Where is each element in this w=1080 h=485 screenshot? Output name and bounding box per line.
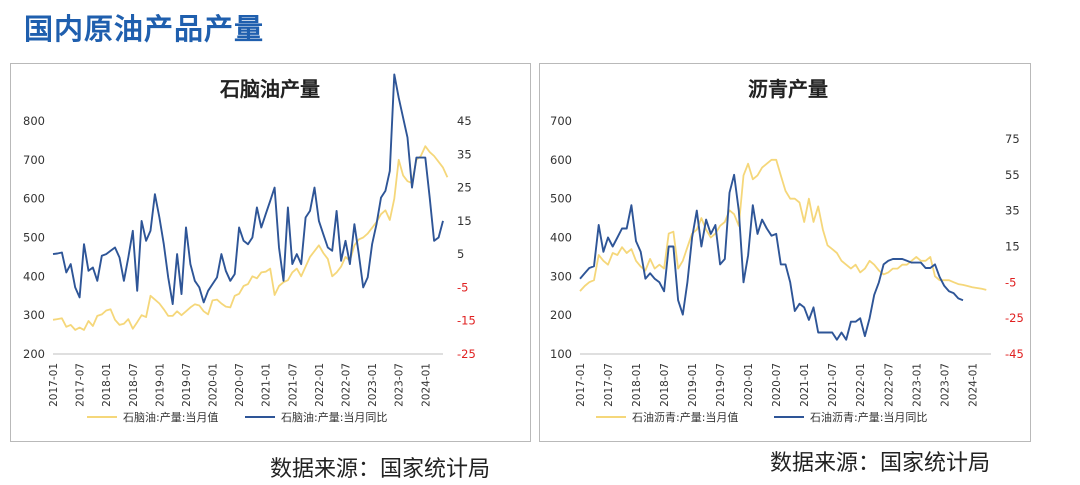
y-right-tick-label: -5: [1005, 275, 1016, 289]
series-line-yoy: [52, 73, 444, 306]
x-tick-label: 2020-01: [208, 363, 220, 407]
x-tick-label: 2018-07: [659, 363, 671, 407]
x-tick-label: 2018-07: [128, 363, 140, 407]
x-tick-label: 2021-01: [799, 363, 811, 407]
x-tick-label: 2018-01: [631, 363, 643, 407]
y-right-tick-label: 35: [1005, 204, 1020, 218]
page-title: 国内原油产品产量: [24, 12, 265, 46]
x-tick-label: 2021-01: [261, 363, 273, 407]
legend-label: 石油沥青:产量:当月值: [632, 410, 738, 424]
chart-panel-naphtha: 石脑油产量 200 300 400 500 600 700 800 -25 -15 -5 5 15 25 3…: [10, 63, 531, 442]
x-tick-label: 2019-01: [154, 363, 166, 407]
series-line-yoy: [579, 173, 964, 341]
y-right-tick-label: -45: [1005, 347, 1024, 361]
x-tick-label: 2023-07: [939, 363, 951, 407]
y-right-tick-label: 45: [457, 114, 472, 128]
y-left-tick-label: 700: [23, 153, 45, 167]
x-tick-label: 2017-01: [48, 363, 60, 407]
x-tick-label: 2022-01: [314, 363, 326, 407]
naphtha-chart: 石脑油产量 200 300 400 500 600 700 800 -25 -15 -5 5 15 25 3…: [23, 73, 476, 424]
x-tick-label: 2017-07: [603, 363, 615, 407]
x-tick-label: 2020-01: [743, 363, 755, 407]
y-right-tick-label: 25: [457, 181, 472, 195]
x-tick-label: 2017-07: [75, 363, 87, 407]
chart-title: 石脑油产量: [219, 77, 320, 101]
x-tick-label: 2021-07: [287, 363, 299, 407]
x-tick-label: 2019-07: [715, 363, 727, 407]
y-right-tick-label: 15: [1005, 239, 1020, 253]
chart-title: 沥青产量: [748, 77, 828, 101]
x-tick-label: 2023-07: [394, 363, 406, 407]
y-right-tick-label: 55: [1005, 168, 1020, 182]
legend-label: 石脑油:产量:当月同比: [281, 410, 387, 424]
y-left-tick-label: 600: [23, 192, 45, 206]
chart-panel-asphalt: 沥青产量 100 200 300 400 500 600 700 -45 -25 -5 15 35 55 7…: [539, 63, 1031, 442]
y-left-tick-label: 800: [23, 114, 45, 128]
y-right-tick-label: 15: [457, 214, 472, 228]
x-tick-label: 2020-07: [234, 363, 246, 407]
x-tick-label: 2024-01: [967, 363, 979, 407]
x-tick-label: 2022-01: [855, 363, 867, 407]
y-left-tick-label: 200: [23, 347, 45, 361]
data-source-asphalt: 数据来源：国家统计局: [770, 451, 991, 476]
x-tick-label: 2023-01: [367, 363, 379, 407]
y-left-tick-label: 300: [550, 269, 572, 283]
y-right-tick-label: -15: [457, 314, 476, 328]
y-left-tick-label: 500: [23, 231, 45, 245]
y-left-tick-label: 100: [550, 347, 572, 361]
x-tick-label: 2020-07: [771, 363, 783, 407]
series-line-monthly-value: [579, 158, 987, 292]
y-left-tick-label: 300: [23, 308, 45, 322]
legend-label: 石油沥青:产量:当月同比: [810, 410, 927, 424]
x-tick-label: 2019-01: [687, 363, 699, 407]
data-source-naphtha: 数据来源：国家统计局: [270, 457, 491, 482]
series-line-monthly-value: [52, 145, 449, 331]
y-right-tick-label: -5: [457, 280, 468, 294]
y-left-tick-label: 400: [550, 231, 572, 245]
x-tick-label: 2022-07: [883, 363, 895, 407]
x-tick-label: 2022-07: [341, 363, 353, 407]
y-right-tick-label: 5: [457, 247, 464, 261]
x-tick-label: 2023-01: [911, 363, 923, 407]
x-tick-label: 2021-07: [827, 363, 839, 407]
y-left-tick-label: 600: [550, 153, 572, 167]
y-right-tick-label: 35: [457, 147, 472, 161]
y-right-tick-label: -25: [1005, 311, 1024, 325]
x-tick-label: 2018-01: [101, 363, 113, 407]
x-tick-label: 2024-01: [420, 363, 432, 407]
x-tick-label: 2019-07: [181, 363, 193, 407]
y-left-tick-label: 500: [550, 192, 572, 206]
y-left-tick-label: 200: [550, 308, 572, 322]
asphalt-chart: 沥青产量 100 200 300 400 500 600 700 -45 -25 -5 15 35 55 7…: [550, 77, 1024, 424]
x-tick-label: 2017-01: [575, 363, 587, 407]
y-left-tick-label: 700: [550, 114, 572, 128]
y-left-tick-label: 400: [23, 269, 45, 283]
y-right-tick-label: -25: [457, 347, 476, 361]
legend-label: 石脑油:产量:当月值: [123, 410, 218, 424]
y-right-tick-label: 75: [1005, 132, 1020, 146]
